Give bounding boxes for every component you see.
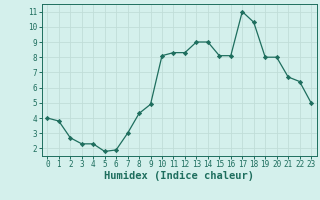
X-axis label: Humidex (Indice chaleur): Humidex (Indice chaleur) <box>104 171 254 181</box>
